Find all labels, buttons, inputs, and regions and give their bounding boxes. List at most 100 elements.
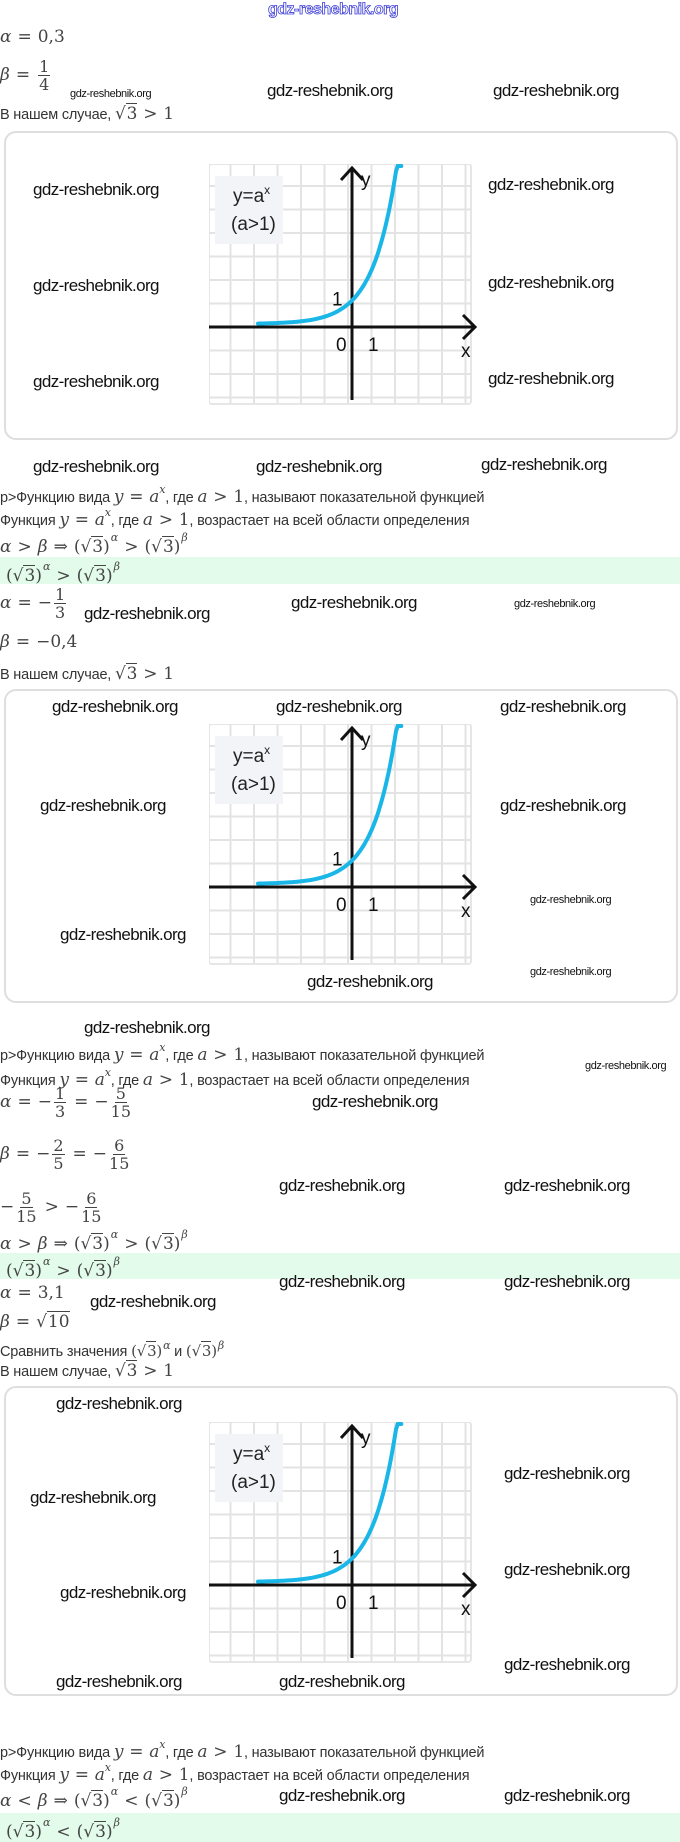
graph-svg: y=ax(a>1)yx0 11	[208, 723, 478, 965]
origin-label: 0	[336, 1593, 347, 1614]
watermark: gdz-reshebnik.org	[40, 796, 166, 815]
watermark: gdz-reshebnik.org	[90, 1292, 216, 1311]
function-label-exponent: x	[264, 743, 270, 757]
y-tick-label: 1	[332, 850, 343, 871]
header-watermark: gdz-reshebnik.org	[268, 1, 399, 19]
alpha-equation: α = −1 3	[0, 585, 67, 622]
watermark: gdz-reshebnik.org	[500, 697, 626, 716]
watermark: gdz-reshebnik.org	[530, 966, 612, 978]
watermark: gdz-reshebnik.org	[33, 457, 159, 476]
watermark: gdz-reshebnik.org	[279, 1176, 405, 1195]
x-tick-label: 1	[368, 335, 379, 356]
y-axis-arrow	[339, 1423, 365, 1440]
function-label: y=ax	[233, 183, 270, 207]
case-line: В нашем случае, 3>1	[0, 103, 174, 124]
beta-equation: β = −2 5 = −6 15	[0, 1136, 130, 1173]
origin-label: 0	[336, 895, 347, 916]
exponential-graph: y=ax (a>1) y x 0 1 1	[208, 163, 479, 414]
alpha-equation: α = 0,3	[0, 27, 65, 47]
answer-line: 3α>3β	[6, 1255, 120, 1281]
watermark: gdz-reshebnik.org	[585, 1060, 667, 1072]
implication-line: α>β⇒3α>3β	[0, 1228, 188, 1254]
watermark: gdz-reshebnik.org	[33, 180, 159, 199]
watermark: gdz-reshebnik.org	[307, 972, 433, 991]
y-axis-label: y	[361, 730, 371, 751]
exponential-graph: y=ax (a>1) y x 0 1 1	[208, 1421, 479, 1672]
graph-svg: y=ax(a>1)yx0 11	[208, 1421, 478, 1663]
answer-line: 3α<3β	[6, 1816, 120, 1842]
watermark: gdz-reshebnik.org	[267, 81, 393, 100]
watermark: gdz-reshebnik.org	[504, 1464, 630, 1483]
watermark: gdz-reshebnik.org	[504, 1655, 630, 1674]
beta-equation: β=10	[0, 1311, 70, 1332]
condition-label: (a>1)	[231, 214, 276, 235]
watermark: gdz-reshebnik.org	[504, 1272, 630, 1291]
watermark: gdz-reshebnik.org	[56, 1394, 182, 1413]
beta-equation: β = −0,4	[0, 632, 78, 652]
watermark: gdz-reshebnik.org	[84, 1018, 210, 1037]
definition-line: p>Функцию вида y = ax, где a >1, называют п…	[0, 483, 485, 507]
function-label-exponent: x	[264, 183, 270, 197]
label-box	[215, 176, 283, 244]
x-tick-label: 1	[368, 895, 379, 916]
watermark: gdz-reshebnik.org	[276, 697, 402, 716]
monotonic-line: Функция y = ax, где a >1, возрастает на все…	[0, 1761, 470, 1785]
watermark: gdz-reshebnik.org	[56, 1672, 182, 1691]
watermark: gdz-reshebnik.org	[504, 1176, 630, 1195]
exponential-curve	[256, 164, 404, 326]
watermark: gdz-reshebnik.org	[30, 1488, 156, 1507]
watermark: gdz-reshebnik.org	[279, 1672, 405, 1691]
case-line: В нашем случае, 3>1	[0, 1360, 174, 1381]
compare-line: Сравнить значения 3α и 3β	[0, 1337, 224, 1361]
watermark: gdz-reshebnik.org	[52, 697, 178, 716]
comparison-line: −5 15 > −6 15	[0, 1189, 102, 1226]
x-axis-arrow	[461, 873, 478, 901]
watermark: gdz-reshebnik.org	[504, 1560, 630, 1579]
y-tick-label: 1	[332, 1548, 343, 1569]
alpha-equation: α = 3,1	[0, 1283, 65, 1303]
alpha-equation: α = −1 3 = −5 15	[0, 1084, 132, 1121]
watermark: gdz-reshebnik.org	[60, 925, 186, 944]
watermark: gdz-reshebnik.org	[504, 1786, 630, 1805]
watermark: gdz-reshebnik.org	[70, 88, 152, 100]
case-line: В нашем случае, 3>1	[0, 663, 174, 684]
watermark: gdz-reshebnik.org	[493, 81, 619, 100]
watermark: gdz-reshebnik.org	[488, 175, 614, 194]
beta-equation: β = 1 4	[0, 57, 51, 94]
function-label-exponent: x	[264, 1441, 270, 1455]
watermark: gdz-reshebnik.org	[33, 372, 159, 391]
monotonic-line: Функция y = ax, где a >1, возрастает на все…	[0, 506, 470, 530]
watermark: gdz-reshebnik.org	[84, 604, 210, 623]
watermark: gdz-reshebnik.org	[291, 593, 417, 612]
watermark: gdz-reshebnik.org	[256, 457, 382, 476]
watermark: gdz-reshebnik.org	[530, 894, 612, 906]
answer-highlight	[0, 557, 680, 584]
exponential-graph: y=ax (a>1) y x 0 1 1	[208, 723, 479, 974]
watermark: gdz-reshebnik.org	[481, 455, 607, 474]
implication-line: α<β⇒3α<3β	[0, 1785, 188, 1811]
watermark: gdz-reshebnik.org	[279, 1272, 405, 1291]
watermark: gdz-reshebnik.org	[488, 273, 614, 292]
function-label: y=ax	[233, 743, 270, 767]
y-axis-arrow	[339, 165, 365, 182]
watermark: gdz-reshebnik.org	[279, 1786, 405, 1805]
monotonic-line: Функция y = ax, где a >1, возрастает на все…	[0, 1066, 470, 1090]
watermark: gdz-reshebnik.org	[33, 276, 159, 295]
y-axis-label: y	[361, 170, 371, 191]
y-axis-arrow	[339, 725, 365, 742]
condition-label: (a>1)	[231, 774, 276, 795]
origin-label: 0	[336, 335, 347, 356]
answer-highlight	[0, 1253, 680, 1279]
label-box	[215, 736, 283, 804]
x-axis-label: x	[461, 1599, 471, 1620]
graph-svg: y=ax(a>1)yx0 11	[208, 163, 478, 405]
x-axis-label: x	[461, 341, 471, 362]
x-axis-arrow	[461, 1571, 478, 1599]
watermark: gdz-reshebnik.org	[60, 1583, 186, 1602]
answer-line: 3α>3β	[6, 560, 120, 586]
answer-highlight	[0, 1813, 680, 1842]
x-tick-label: 1	[368, 1593, 379, 1614]
y-tick-label: 1	[332, 290, 343, 311]
watermark: gdz-reshebnik.org	[312, 1092, 438, 1111]
exponential-curve	[256, 1422, 404, 1584]
